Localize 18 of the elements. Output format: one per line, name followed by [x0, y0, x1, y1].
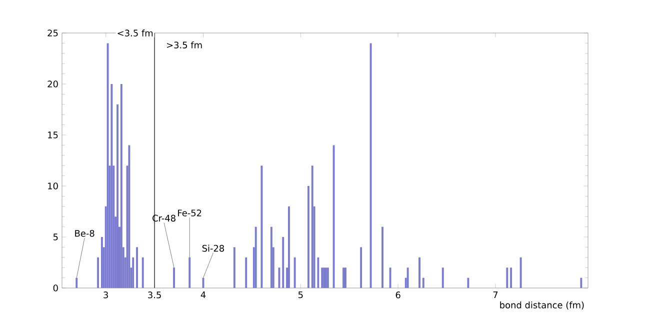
y-tick-label: 5 — [53, 234, 58, 240]
y-tick-label: 0 — [53, 284, 58, 292]
annotation: >3.5 fm — [166, 42, 202, 48]
x-tick-label: 7 — [493, 292, 498, 298]
y-tick-label: 15 — [48, 132, 58, 138]
x-tick-label: 6 — [396, 292, 400, 298]
x-tick-label: 3.5 — [148, 292, 161, 298]
annotation: Be-8 — [75, 230, 94, 237]
annotation: <3.5 fm — [118, 30, 153, 36]
x-tick-label: 5 — [298, 292, 303, 298]
x-tick-label: 3 — [104, 292, 108, 298]
x-tick-label: 4 — [200, 292, 206, 298]
x-axis-title: bond distance (fm) — [500, 301, 584, 310]
y-tick-label: 10 — [48, 182, 58, 190]
y-tick-label: 20 — [48, 80, 58, 88]
y-tick-label: 25 — [48, 30, 58, 36]
annotation: Fe-52 — [178, 210, 202, 216]
annotation: Si-28 — [202, 244, 224, 252]
